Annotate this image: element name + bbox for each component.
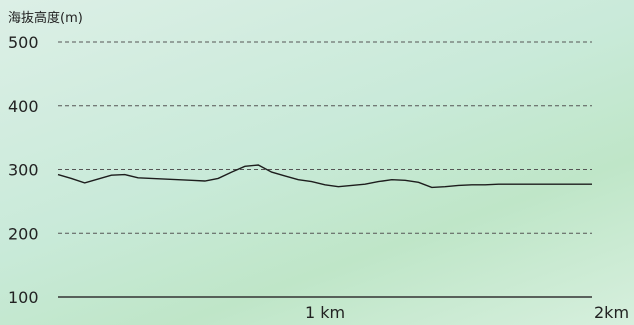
y-axis-title: 海抜高度(m) bbox=[8, 10, 83, 26]
y-tick-label: 400 bbox=[8, 97, 39, 116]
x-tick-labels: 1 km 2km bbox=[305, 303, 629, 322]
gridlines bbox=[58, 41, 592, 298]
y-tick-label: 500 bbox=[8, 33, 39, 52]
y-tick-label: 300 bbox=[8, 161, 39, 180]
y-tick-labels: 500 400 300 200 100 bbox=[8, 33, 39, 307]
y-tick-label: 100 bbox=[8, 288, 39, 307]
x-tick-label: 2km bbox=[594, 303, 629, 322]
elevation-profile-line bbox=[57, 164, 592, 189]
series-layer bbox=[57, 164, 592, 189]
x-tick-label: 1 km bbox=[305, 303, 345, 322]
y-tick-label: 200 bbox=[8, 224, 39, 243]
